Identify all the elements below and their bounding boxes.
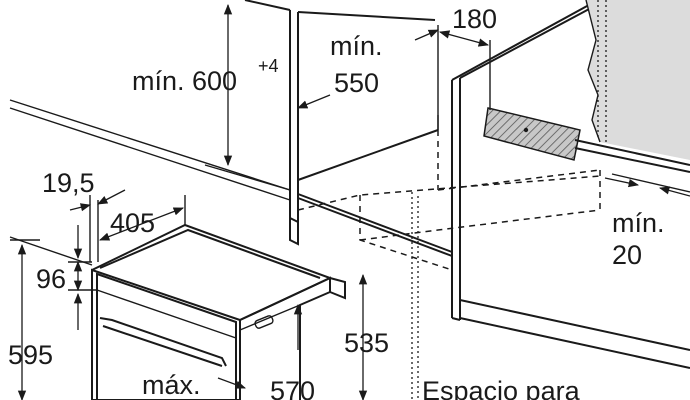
wall-section bbox=[574, 0, 690, 193]
space-note-label: Espacio para bbox=[422, 376, 581, 400]
dim-gap-label-1: mín. bbox=[612, 208, 665, 238]
dim-vent-width-label: 180 bbox=[452, 4, 497, 34]
dim-front-height-label: 96 bbox=[36, 264, 66, 294]
dim-body-height-label: 535 bbox=[344, 328, 389, 358]
dim-panel-label: 19,5 bbox=[42, 168, 95, 198]
dim-niche-height-label: mín. 600 bbox=[132, 66, 237, 96]
oven-appliance bbox=[9, 223, 346, 400]
dimension-lines bbox=[10, 3, 690, 400]
cabinet-niche bbox=[9, 0, 690, 369]
dim-max-label: máx. bbox=[142, 370, 201, 400]
dim-niche-height-tolerance: +4 bbox=[258, 56, 279, 76]
dim-gap-label-2: 20 bbox=[612, 240, 642, 270]
dim-niche-depth-label-2: 550 bbox=[334, 68, 379, 98]
dim-oven-depth-label: 405 bbox=[110, 208, 155, 238]
dim-body-width-label: 570 bbox=[270, 376, 315, 400]
ventilation-opening bbox=[483, 107, 581, 161]
hidden-lines bbox=[297, 130, 601, 400]
dim-niche-depth-label-1: mín. bbox=[330, 31, 383, 61]
dim-oven-height-label: 595 bbox=[8, 340, 53, 370]
